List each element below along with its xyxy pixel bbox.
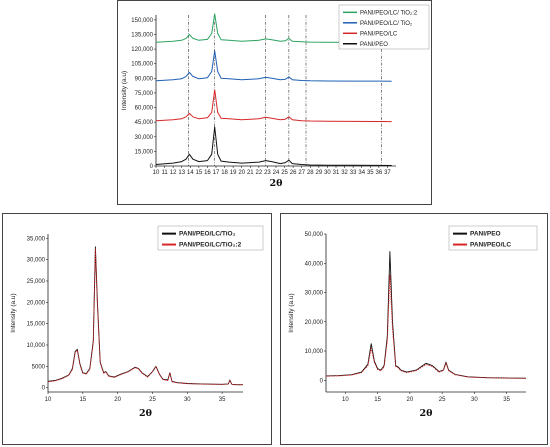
x-tick-label: 20: [407, 397, 414, 403]
x-tick-label: 35: [503, 397, 510, 403]
y-tick-label: 0: [320, 378, 324, 384]
x-tick-label: 11: [161, 170, 168, 176]
series-line-pani-peo-lc-tio-2: [47, 248, 243, 386]
x-tick-label: 30: [184, 397, 191, 403]
x-tick-label: 30: [471, 397, 478, 403]
x-tick-label: 25: [439, 397, 446, 403]
x-tick-label: 13: [178, 170, 185, 176]
right-chart-svg: 10 15 20 25 30 35 0 10,000 20,000 30,000 40,000 50,…: [288, 225, 538, 419]
y-tick-label: 90,000: [135, 76, 154, 82]
y-tick-label: 30,000: [305, 291, 324, 297]
x-tick-label: 25: [281, 170, 288, 176]
y-tick-label: 15,000: [27, 322, 46, 328]
x-tick-label: 22: [256, 170, 263, 176]
x-tick-label: 15: [374, 397, 381, 403]
legend-label: PANI/PEO/LC/ TiO₂: [360, 21, 413, 27]
x-tick-label: 28: [307, 170, 314, 176]
x-tick-label: 18: [221, 170, 228, 176]
legend-label: PANI/PEO/LC/TiO₂: [179, 231, 236, 238]
y-axis-label: Intensity (a.u): [121, 71, 128, 110]
x-tick-label: 15: [196, 170, 203, 176]
top-chart-svg: 10 11 12 13 14 15 16 17 18 19 20 21 22 23 24 25 26 27 28 29…: [121, 4, 430, 189]
right-xrd-chart: 10 15 20 25 30 35 0 10,000 20,000 30,000 40,000 50,…: [280, 213, 548, 445]
legend-label: PANI/PEO: [360, 42, 388, 48]
legend-label: PANI/PEO: [470, 231, 501, 238]
legend-box: [448, 225, 538, 251]
legend-label: PANI/PEO/LC/ TiO₂:2: [360, 10, 418, 16]
x-tick-label: 20: [114, 397, 121, 403]
series-line-pani-peo: [325, 251, 527, 379]
x-tick-label: 12: [170, 170, 177, 176]
y-tick-label: 30,000: [27, 258, 46, 264]
y-tick-label: 20,000: [27, 300, 46, 306]
legend-label: PANI/PEO/LC: [470, 242, 511, 249]
y-tick-label: 25,000: [27, 279, 46, 285]
x-tick-label: 29: [316, 170, 323, 176]
y-axis-label: Intensity (a.u): [10, 293, 17, 332]
series-line-pani-peo-lc-tio-2: [155, 13, 392, 44]
x-tick-label: 19: [230, 170, 237, 176]
y-tick-label: 10,000: [27, 343, 46, 349]
x-axis-label: 2θ: [139, 408, 152, 419]
series-line-pani-peo-lc: [155, 89, 392, 123]
x-tick-label: 27: [298, 170, 305, 176]
x-tick-label: 20: [238, 170, 245, 176]
y-tick-label: 75,000: [135, 91, 154, 97]
y-tick-label: 35,000: [27, 236, 46, 242]
y-tick-label: 135,000: [131, 32, 153, 38]
y-tick-label: 50,000: [305, 232, 324, 238]
x-tick-label: 24: [273, 170, 280, 176]
y-tick-label: 60,000: [135, 106, 154, 112]
legend-box: [157, 225, 264, 251]
x-tick-label: 31: [333, 170, 340, 176]
left-chart-svg: 10 15 20 25 30 35 0 5000 10,000 15,000 20,000 25,00…: [10, 225, 264, 419]
top-xrd-chart: 10 11 12 13 14 15 16 17 18 19 20 21 22 23 24 25 26 27 28 29…: [117, 0, 432, 205]
x-tick-label: 23: [264, 170, 271, 176]
x-tick-label: 10: [153, 170, 160, 176]
y-tick-label: 10,000: [305, 349, 324, 355]
legend-label: PANI/PEO/LC: [360, 31, 398, 37]
left-xrd-chart: 10 15 20 25 30 35 0 5000 10,000 15,000 20,000 25,00…: [2, 213, 272, 445]
x-tick-label: 17: [213, 170, 220, 176]
y-axis-label: Intensity (a.u): [288, 293, 295, 332]
x-tick-label: 33: [350, 170, 357, 176]
x-tick-label: 25: [149, 397, 156, 403]
series-line-pani-peo: [155, 126, 392, 166]
x-tick-label: 26: [290, 170, 297, 176]
x-tick-label: 36: [376, 170, 383, 176]
y-tick-label: 40,000: [305, 261, 324, 267]
x-tick-label: 37: [384, 170, 391, 176]
y-tick-label: 0: [150, 164, 154, 170]
y-tick-label: 120,000: [131, 47, 153, 53]
y-tick-label: 150,000: [131, 18, 153, 24]
y-tick-label: 20,000: [305, 320, 324, 326]
x-tick-label: 21: [247, 170, 254, 176]
series-line-pani-peo-lc-tio-: [155, 50, 392, 82]
y-tick-label: 105,000: [131, 62, 153, 68]
series-line-pani-peo-lc: [325, 274, 527, 379]
x-tick-label: 14: [187, 170, 194, 176]
y-tick-label: 45,000: [135, 120, 154, 126]
y-tick-label: 5000: [32, 364, 46, 370]
series-line-pani-peo-lc-tio-: [47, 246, 243, 386]
x-tick-label: 34: [358, 170, 365, 176]
x-tick-label: 30: [324, 170, 331, 176]
x-tick-label: 16: [204, 170, 211, 176]
x-tick-label: 32: [341, 170, 348, 176]
x-tick-label: 35: [219, 397, 226, 403]
y-tick-label: 0: [42, 386, 46, 392]
y-tick-label: 30,000: [135, 135, 154, 141]
x-axis-label: 2θ: [270, 178, 283, 189]
x-axis-label: 2θ: [420, 408, 433, 419]
legend-label: PANI/PEO/LC/TiO₂:2: [179, 242, 242, 249]
x-tick-label: 10: [45, 397, 52, 403]
y-tick-label: 15,000: [135, 149, 154, 155]
x-tick-label: 15: [79, 397, 86, 403]
x-tick-label: 35: [367, 170, 374, 176]
x-tick-label: 10: [342, 397, 349, 403]
